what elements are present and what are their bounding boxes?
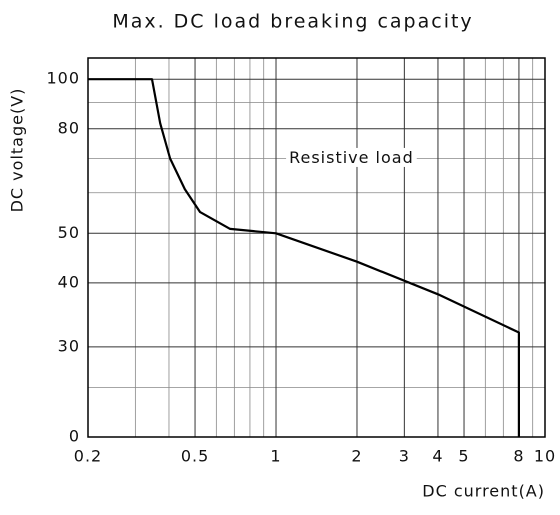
x-tick-label: 2: [351, 447, 362, 466]
y-tick-label: 50: [58, 223, 80, 242]
y-tick-label: 80: [58, 118, 80, 137]
x-tick-label: 8: [513, 447, 524, 466]
x-tick-label: 0.2: [74, 447, 102, 466]
y-tick-label: 40: [58, 272, 80, 291]
x-tick-label: 0.5: [181, 447, 209, 466]
x-tick-label: 3: [399, 447, 410, 466]
annotation: Resistive load: [289, 148, 414, 167]
x-tick-label: 5: [458, 447, 469, 466]
x-tick-label: 1: [270, 447, 281, 466]
x-tick-label: 4: [432, 447, 443, 466]
y-tick-label: 0: [69, 427, 80, 446]
annotation-background: [286, 147, 417, 167]
plot-frame: [87, 57, 546, 438]
y-tick-label: 100: [46, 69, 80, 88]
data-line: [88, 78, 521, 437]
x-axis-label: DC current(A): [422, 482, 545, 501]
y-axis-label: DC voltage(V): [8, 88, 27, 213]
y-tick-label: 30: [58, 336, 80, 355]
x-tick-label: 10: [534, 447, 556, 466]
chart-title: Max. DC load breaking capacity: [112, 11, 473, 33]
